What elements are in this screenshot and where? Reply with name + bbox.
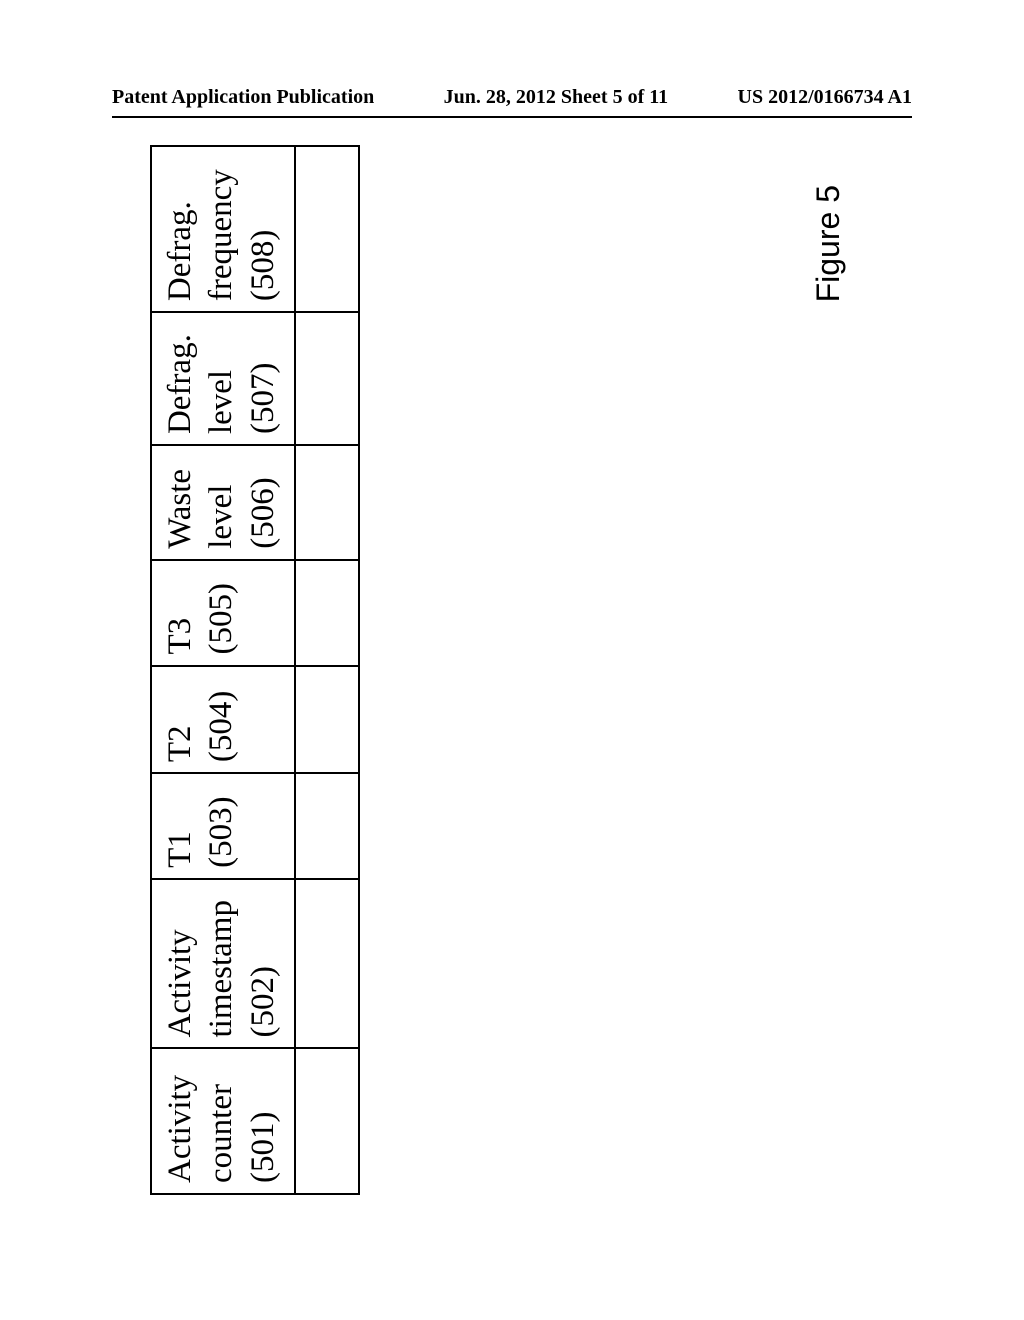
hdr-line3: (506) [245,477,281,548]
table-cell [295,312,359,445]
hdr-line2: (504) [203,691,239,762]
hdr-line1: Defrag. [162,201,198,301]
hdr-line1: Defrag. [162,334,198,434]
header-left: Patent Application Publication [112,86,374,109]
hdr-line1: T2 [162,725,198,762]
hdr-line1: Activity [162,929,198,1037]
rotated-figure-wrap: Activity counter (501) Activity timestam… [120,145,908,1255]
table-header-cell: T1 (503) [151,773,295,879]
table-cell [295,1049,359,1195]
table-header-cell: Waste level (506) [151,445,295,560]
hdr-line2: (505) [203,583,239,654]
table-header-cell: T2 (504) [151,666,295,774]
table-header-cell: Activity timestamp (502) [151,879,295,1049]
hdr-line2: counter [203,1084,239,1183]
hdr-line2: timestamp [203,900,239,1037]
table-header-row: Activity counter (501) Activity timestam… [151,146,295,1194]
table-cell [295,879,359,1049]
header-line: Patent Application Publication Jun. 28, … [112,86,912,109]
hdr-line3: (501) [245,1112,281,1183]
hdr-line1: Waste [162,469,198,549]
rotated-figure: Activity counter (501) Activity timestam… [120,145,908,1255]
hdr-line3: (502) [245,966,281,1037]
table-cell [295,560,359,666]
hdr-line3: (508) [245,230,281,301]
header-rule [112,116,912,118]
table-header-cell: Activity counter (501) [151,1049,295,1195]
hdr-line2: frequency [203,169,239,301]
hdr-line2: level [203,485,239,549]
hdr-line2: level [203,370,239,434]
table-cell [295,146,359,312]
hdr-line2: (503) [203,796,239,867]
hdr-line1: T1 [162,831,198,868]
hdr-line1: T3 [162,618,198,655]
hdr-line3: (507) [245,363,281,434]
table-cell [295,773,359,879]
hdr-line1: Activity [162,1075,198,1183]
table-cell [295,666,359,774]
table-header-cell: Defrag. level (507) [151,312,295,445]
header-center: Jun. 28, 2012 Sheet 5 of 11 [444,86,668,109]
figure-table: Activity counter (501) Activity timestam… [150,145,360,1195]
table-row [295,146,359,1194]
figure-caption: Figure 5 [810,185,847,302]
header-right: US 2012/0166734 A1 [738,86,912,109]
table-header-cell: T3 (505) [151,560,295,666]
table-header-cell: Defrag. frequency (508) [151,146,295,312]
table-cell [295,445,359,560]
page: Patent Application Publication Jun. 28, … [0,0,1024,1320]
